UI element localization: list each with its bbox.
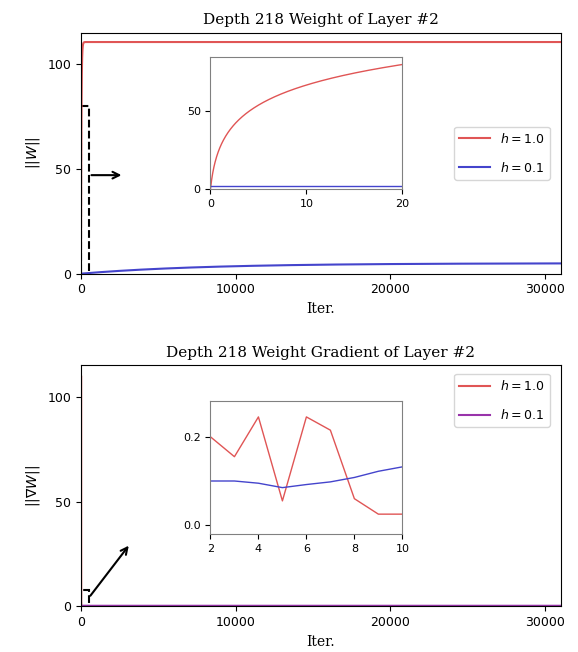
X-axis label: Iter.: Iter. — [306, 302, 335, 316]
$h = 0.1$ — [388, 260, 395, 268]
$h = 1.0$ — [388, 38, 395, 46]
$h = 1.0$ — [77, 372, 84, 379]
$h = 0.1$ — [512, 259, 519, 267]
$h = 1.0$ — [557, 602, 564, 610]
$h = 1.0$ — [184, 38, 191, 46]
$h = 0.1$ — [184, 263, 191, 271]
Line: $h = 1.0$: $h = 1.0$ — [81, 42, 561, 274]
$h = 0.1$ — [227, 602, 234, 610]
$h = 0.1$ — [77, 270, 84, 278]
$h = 1.0$ — [77, 602, 84, 610]
Y-axis label: $||W||$: $||W||$ — [24, 137, 42, 170]
$h = 1.0$ — [543, 602, 550, 610]
$h = 1.0$ — [184, 602, 191, 610]
$h = 1.0$ — [95, 38, 102, 46]
$h = 0.1$ — [394, 260, 401, 268]
$h = 0.1$ — [512, 602, 519, 610]
$h = 0.1$ — [184, 602, 191, 610]
$h = 0.1$ — [543, 259, 550, 267]
$h = 0.1$ — [227, 262, 234, 270]
$h = 1.0$ — [394, 38, 401, 46]
Bar — [81, 589, 88, 606]
$h = 0.1$ — [557, 602, 564, 610]
$h = 1.0$ — [394, 602, 401, 610]
$h = 1.0$ — [77, 270, 84, 278]
$h = 0.1$ — [557, 259, 564, 267]
$h = 0.1$ — [77, 602, 84, 610]
Bar — [81, 106, 88, 274]
$h = 1.0$ — [512, 38, 519, 46]
$h = 0.1$ — [543, 602, 550, 610]
Line: $h = 1.0$: $h = 1.0$ — [81, 376, 561, 606]
Title: Depth 218 Weight of Layer #2: Depth 218 Weight of Layer #2 — [203, 13, 439, 27]
Line: $h = 0.1$: $h = 0.1$ — [81, 263, 561, 274]
Legend: $h = 1.0$, $h = 0.1$: $h = 1.0$, $h = 0.1$ — [454, 126, 550, 180]
$h = 0.1$ — [388, 602, 395, 610]
$h = 1.0$ — [512, 602, 519, 610]
X-axis label: Iter.: Iter. — [306, 634, 335, 649]
$h = 1.0$ — [557, 38, 564, 46]
$h = 1.0$ — [543, 38, 550, 46]
$h = 1.0$ — [227, 38, 234, 46]
$h = 1.0$ — [388, 602, 395, 610]
Legend: $h = 1.0$, $h = 0.1$: $h = 1.0$, $h = 0.1$ — [454, 374, 550, 427]
Title: Depth 218 Weight Gradient of Layer #2: Depth 218 Weight Gradient of Layer #2 — [166, 346, 475, 360]
Y-axis label: $||\nabla W||$: $||\nabla W||$ — [24, 465, 42, 507]
$h = 1.0$ — [227, 602, 234, 610]
$h = 0.1$ — [77, 602, 84, 610]
$h = 0.1$ — [394, 602, 401, 610]
